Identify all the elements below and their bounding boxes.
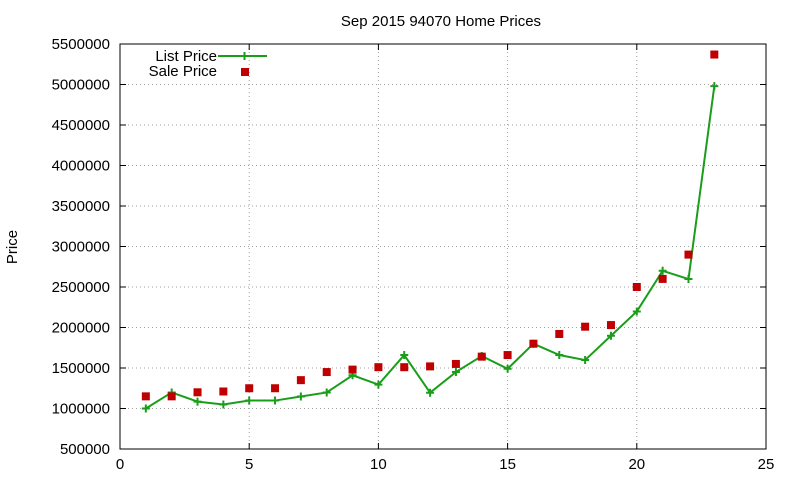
axes: 0 5 10 15 20 25 500000 1000000 1500000 2000000 250… (52, 36, 775, 473)
list-price-point (219, 400, 228, 409)
x-tick-label: 5 (245, 456, 253, 473)
y-tick-label: 4500000 (52, 117, 110, 134)
y-tick-label: 5500000 (52, 36, 110, 53)
sale-price-point (219, 387, 228, 396)
sale-price-point (684, 250, 693, 259)
list-price-point (141, 404, 150, 413)
y-axis-label: Price (4, 230, 21, 264)
sale-price-point (167, 392, 176, 401)
sale-price-point (581, 322, 590, 331)
x-tick-label: 25 (758, 456, 775, 473)
legend-label-list-price: List Price (155, 48, 217, 65)
sale-price-point (451, 359, 460, 368)
x-tick-label: 10 (370, 456, 387, 473)
list-price-point (555, 351, 564, 360)
legend-marker-sale-price (241, 68, 249, 76)
list-price-point (710, 82, 719, 91)
sale-price-point (271, 384, 280, 393)
sale-price-point (374, 363, 383, 372)
sale-price-point (322, 368, 331, 377)
list-price-line (145, 85, 716, 410)
list-price-point (451, 368, 460, 377)
list-price-point (632, 307, 641, 316)
list-price-point (581, 356, 590, 365)
list-price-point (400, 351, 409, 360)
sale-price-point (477, 352, 486, 361)
x-tick-label: 15 (499, 456, 516, 473)
list-price-point (684, 275, 693, 284)
sale-price-point (555, 329, 564, 338)
y-tick-label: 1500000 (52, 360, 110, 377)
grid (120, 44, 766, 449)
sale-price-point (193, 388, 202, 397)
y-tick-label: 1000000 (52, 401, 110, 418)
sale-price-point (606, 321, 615, 330)
list-price-point (322, 388, 331, 397)
list-price-point (271, 396, 280, 405)
list-price-point (426, 388, 435, 397)
list-price-point (296, 392, 305, 401)
list-price-point (193, 397, 202, 406)
sale-price-point (296, 376, 305, 385)
y-tick-label: 5000000 (52, 77, 110, 94)
sale-price-point (400, 363, 409, 372)
sale-price-point (710, 50, 719, 59)
sale-price-point (245, 384, 254, 393)
list-price-point (245, 396, 254, 405)
list-price-point (658, 266, 667, 275)
y-tick-label: 3000000 (52, 239, 110, 256)
sale-price-point (348, 365, 357, 374)
chart-title: Sep 2015 94070 Home Prices (341, 13, 541, 30)
y-tick-label: 3500000 (52, 198, 110, 215)
list-price-point (374, 380, 383, 389)
y-tick-label: 2000000 (52, 320, 110, 337)
sale-price-point (503, 351, 512, 360)
sale-price-point (529, 339, 538, 348)
list-price-point (503, 364, 512, 373)
x-tick-label: 0 (116, 456, 124, 473)
list-price-point (606, 331, 615, 340)
sale-price-point (426, 362, 435, 371)
y-tick-label: 2500000 (52, 279, 110, 296)
sale-price-point (632, 283, 641, 291)
sale-price-point (141, 392, 150, 401)
sale-price-point (658, 274, 667, 283)
x-tick-label: 20 (628, 456, 645, 473)
y-tick-label: 500000 (60, 441, 110, 458)
series-layer (141, 50, 719, 413)
legend-label-sale-price: Sale Price (149, 63, 217, 80)
legend-marker-list-price (240, 52, 249, 60)
series-sale-price (141, 50, 719, 401)
y-tick-label: 4000000 (52, 158, 110, 175)
